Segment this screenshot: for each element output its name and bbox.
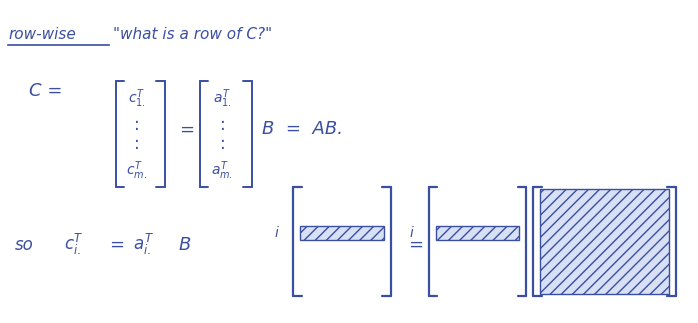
- Text: $a_{1.}^T$: $a_{1.}^T$: [213, 88, 232, 110]
- Text: so: so: [15, 236, 34, 254]
- Text: row-wise: row-wise: [8, 27, 76, 42]
- Text: $a_{m.}^T$: $a_{m.}^T$: [211, 160, 233, 182]
- Text: :: :: [134, 135, 140, 153]
- Text: $a_{i.}^T$: $a_{i.}^T$: [133, 232, 154, 257]
- Text: :: :: [220, 116, 225, 134]
- Text: =: =: [408, 236, 423, 254]
- Text: $c_{m.}^T$: $c_{m.}^T$: [126, 160, 147, 182]
- Text: i: i: [274, 226, 278, 240]
- Text: C =: C =: [29, 82, 63, 100]
- Text: $c_{i.}^T$: $c_{i.}^T$: [64, 232, 84, 257]
- Text: =: =: [179, 120, 194, 139]
- Text: $c_{1.}^T$: $c_{1.}^T$: [128, 88, 146, 110]
- Bar: [540, 189, 669, 294]
- Text: =: =: [109, 236, 124, 254]
- Bar: [300, 225, 384, 240]
- Text: B: B: [179, 236, 191, 254]
- Text: i: i: [410, 226, 413, 240]
- Text: :: :: [220, 135, 225, 153]
- Text: :: :: [134, 116, 140, 134]
- Text: "what is a row of C?": "what is a row of C?": [112, 27, 272, 42]
- Bar: [436, 225, 519, 240]
- Text: B  =  AB.: B = AB.: [262, 120, 343, 139]
